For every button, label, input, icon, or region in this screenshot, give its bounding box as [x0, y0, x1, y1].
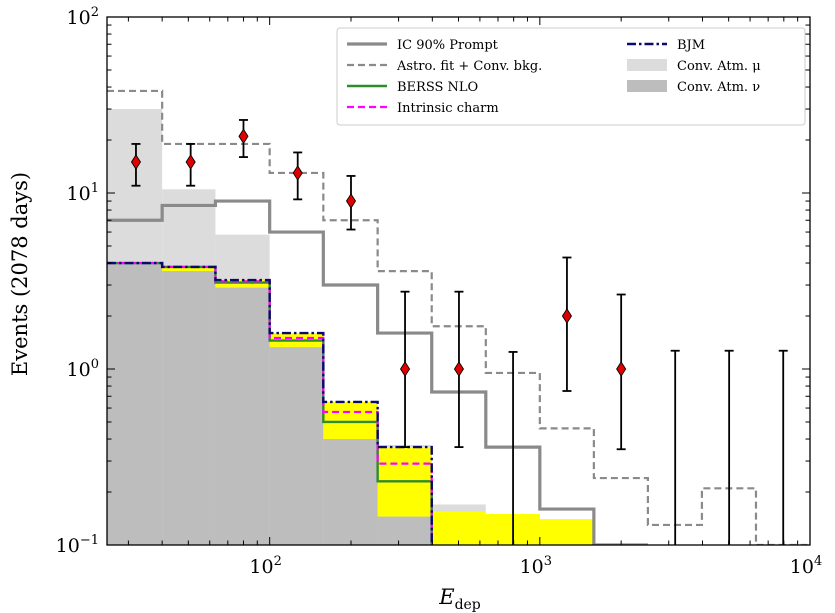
fill-bar-nu [215, 285, 270, 545]
uncertainty-band-bin [215, 280, 270, 288]
legend-box [336, 27, 806, 126]
legend-swatch [627, 59, 667, 71]
data-point [292, 165, 303, 181]
fill-bar-nu [107, 263, 163, 545]
y-tick-label: 101 [67, 181, 99, 205]
series-layer [107, 89, 810, 545]
fill-bar-nu [269, 343, 324, 545]
data-point [561, 308, 572, 324]
legend-label: Intrinsic charm [397, 101, 499, 116]
legend-item: Conv. Atm. ν [627, 80, 760, 95]
series-line-bjm [107, 261, 433, 545]
legend-label: Conv. Atm. μ [677, 59, 761, 74]
legend-item: IC 90% Prompt [347, 38, 499, 53]
y-tick-label: 10−1 [56, 533, 99, 557]
y-axis-label: Events (2078 days) [8, 172, 32, 376]
legend-item: Intrinsic charm [347, 101, 499, 116]
data-point [399, 361, 411, 377]
x-tick-label: 103 [520, 554, 552, 578]
legend: IC 90% Prompt Astro. fit + Conv. bkg. BERS… [336, 27, 806, 126]
legend-item: Conv. Atm. μ [627, 59, 761, 74]
legend-item: BERSS NLO [347, 80, 478, 95]
data-point [453, 361, 465, 377]
data-point [616, 361, 627, 377]
y-tick-label: 102 [67, 5, 99, 29]
fill-bar-nu [323, 421, 378, 545]
legend-label: Astro. fit + Conv. bkg. [396, 59, 542, 74]
data-point [238, 128, 249, 145]
uncertainty-band-bin [162, 266, 216, 272]
legend-label: BJM [677, 38, 705, 53]
fills-layer [107, 109, 594, 545]
data-point [345, 193, 357, 209]
uncertainty-band-bin [323, 401, 378, 440]
x-tick-label: 102 [249, 554, 281, 578]
data-point [130, 154, 141, 170]
x-axis-label-sub: dep [455, 597, 481, 613]
y-tick-label: 100 [67, 357, 99, 381]
legend-label: IC 90% Prompt [397, 38, 499, 53]
legend-label: Conv. Atm. ν [677, 80, 760, 95]
series-line-ic-90-prompt [107, 199, 648, 545]
series-line-astro-fit-conv-bkg [107, 89, 810, 545]
axes-layer: 102 103 104 10−1 100 101 102 [56, 5, 823, 578]
legend-item: Astro. fit + Conv. bkg. [347, 59, 542, 74]
legend-item: BJM [627, 38, 705, 53]
legend-swatch [627, 80, 667, 92]
uncertainty-band-bin [539, 519, 594, 545]
points-layer [130, 119, 788, 545]
x-axis-label: Edep [438, 585, 481, 613]
data-point [185, 154, 196, 170]
x-axis-label-main: E [438, 585, 454, 609]
legend-label: BERSS NLO [397, 80, 478, 95]
x-tick-label: 104 [790, 554, 822, 578]
fill-bar-nu [162, 266, 216, 545]
uncertainty-band-bin [431, 511, 486, 545]
